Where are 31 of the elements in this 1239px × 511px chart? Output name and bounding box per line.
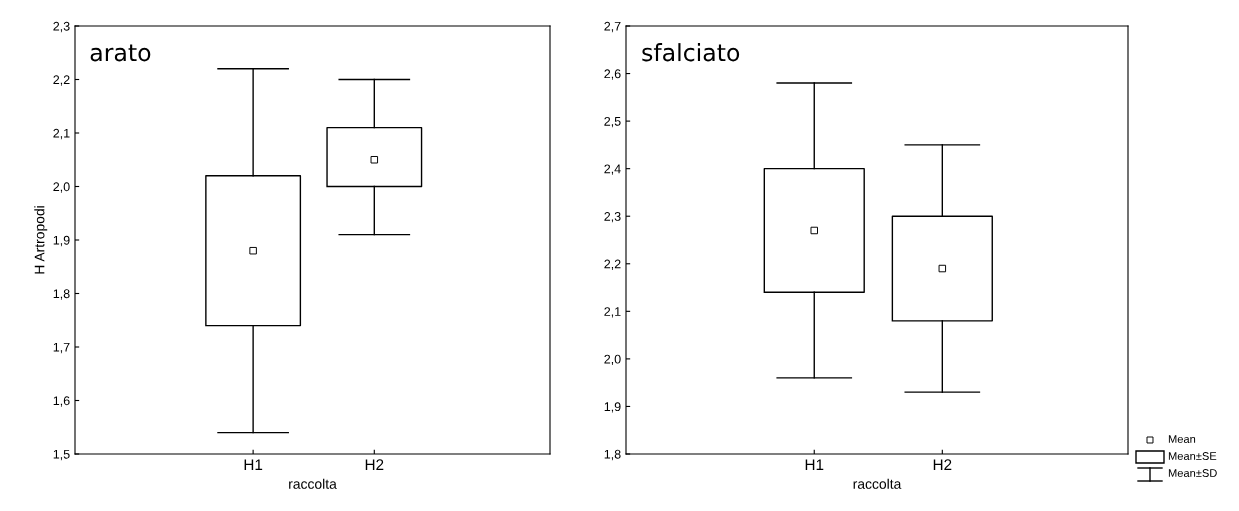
y-tick-label: 2,6: [604, 69, 621, 80]
y-tick-label: 1,7: [53, 342, 70, 354]
y-tick-label: 2,3: [53, 21, 70, 33]
x-axis-title: raccolta: [289, 478, 337, 489]
x-tick-label: H1: [805, 459, 824, 470]
y-tick-label: 1,8: [604, 449, 621, 461]
y-tick-label: 1,9: [604, 402, 621, 413]
text: sfalciato: [642, 43, 740, 62]
y-tick-label: 2,1: [53, 128, 70, 140]
text: Mean±SE: [1168, 452, 1217, 460]
text: arato: [90, 44, 151, 62]
x-tick-label: H2: [933, 459, 952, 470]
y-tick-label: 1,8: [53, 289, 70, 300]
y-tick-label: 2,4: [604, 164, 621, 175]
text: Mean: [1168, 435, 1196, 443]
y-tick-label: 2,2: [53, 75, 70, 86]
y-tick-label: 1,6: [53, 396, 70, 407]
y-tick-label: 1,5: [53, 449, 70, 461]
y-tick-label: 2,0: [53, 182, 70, 193]
x-tick-label: H2: [365, 459, 384, 470]
y-tick-label: 2,2: [604, 259, 621, 270]
x-axis-title: raccolta: [853, 478, 902, 489]
y-tick-label: 2,3: [604, 212, 621, 223]
y-tick-label: 2,1: [604, 307, 621, 318]
y-tick-label: 2,5: [604, 116, 621, 128]
y-tick-label: 2,0: [604, 354, 621, 366]
y-tick-label: 2,7: [604, 21, 621, 33]
y-axis-title: H Artropodi: [34, 206, 48, 274]
text: Mean±SD: [1168, 469, 1217, 477]
x-tick-label: H1: [244, 459, 263, 470]
y-tick-label: 1,9: [53, 235, 70, 247]
